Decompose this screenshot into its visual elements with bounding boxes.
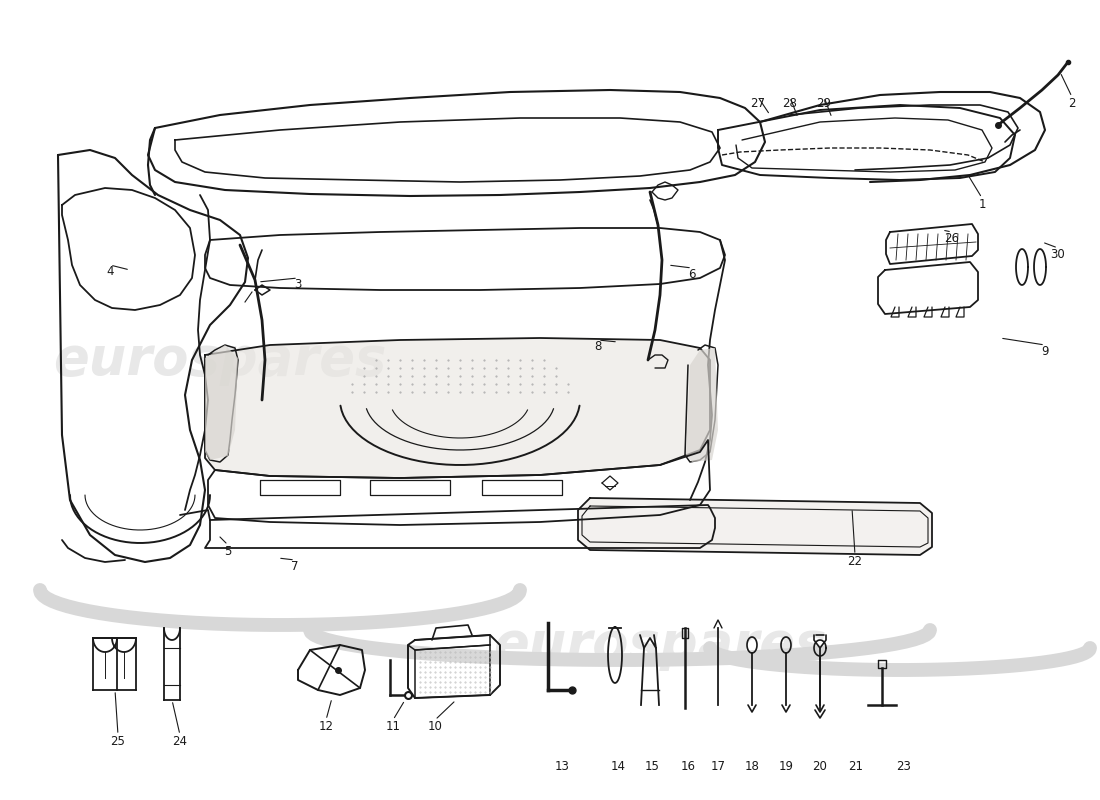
Text: eurospares: eurospares: [53, 334, 387, 386]
Text: 15: 15: [645, 760, 659, 773]
Text: 8: 8: [594, 340, 602, 353]
Text: 21: 21: [848, 760, 864, 773]
Text: 13: 13: [554, 760, 570, 773]
Text: 3: 3: [295, 278, 301, 291]
Text: 4: 4: [107, 265, 113, 278]
Text: 28: 28: [782, 97, 797, 110]
Polygon shape: [686, 348, 718, 462]
Text: 29: 29: [816, 97, 832, 110]
Text: eurospares: eurospares: [493, 619, 827, 671]
Polygon shape: [205, 345, 238, 460]
Text: 1: 1: [978, 198, 986, 211]
Text: 10: 10: [428, 720, 442, 733]
Text: 7: 7: [292, 560, 299, 573]
Text: 2: 2: [1068, 97, 1076, 110]
Text: 11: 11: [385, 720, 400, 733]
Text: 22: 22: [847, 555, 862, 568]
Text: 12: 12: [319, 720, 333, 733]
Text: 24: 24: [173, 735, 187, 748]
Polygon shape: [578, 498, 932, 555]
Text: 16: 16: [681, 760, 695, 773]
Text: 20: 20: [813, 760, 827, 773]
Text: 17: 17: [711, 760, 726, 773]
Text: 18: 18: [745, 760, 759, 773]
Text: 23: 23: [896, 760, 912, 773]
Text: 27: 27: [750, 97, 766, 110]
Text: 9: 9: [1042, 345, 1048, 358]
Text: 5: 5: [224, 545, 232, 558]
Text: 30: 30: [1050, 248, 1066, 261]
Text: 25: 25: [111, 735, 125, 748]
Text: 19: 19: [779, 760, 793, 773]
Text: 14: 14: [610, 760, 626, 773]
Text: 26: 26: [945, 232, 959, 245]
Polygon shape: [205, 338, 710, 478]
Text: 6: 6: [689, 268, 695, 281]
